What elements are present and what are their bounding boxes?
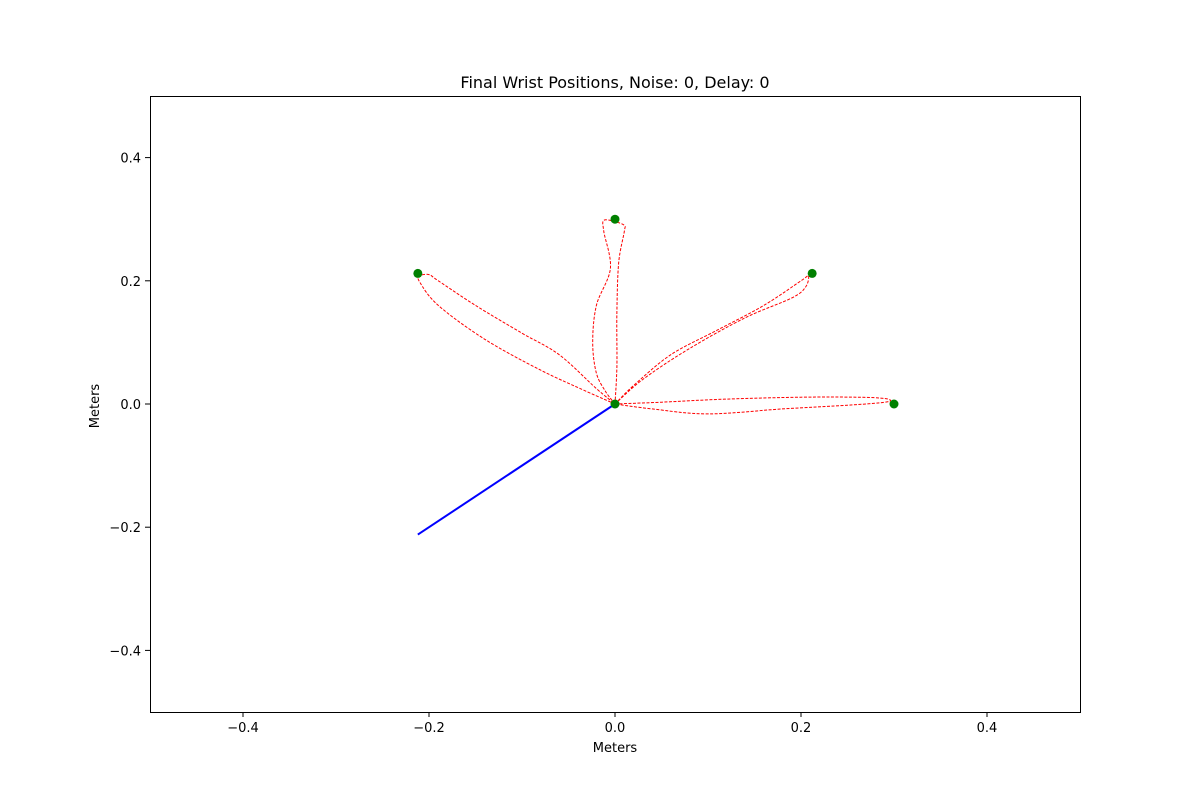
plot-area	[413, 214, 899, 536]
x-axis-label: Meters	[593, 741, 638, 756]
x-tick-label: 0.2	[791, 721, 812, 736]
wrist-trajectory	[592, 219, 626, 405]
y-tick-label: 0.0	[120, 398, 141, 413]
x-tick-label: −0.2	[413, 721, 445, 736]
x-tick-label: 0.0	[605, 721, 626, 736]
wrist-trajectory	[614, 275, 810, 405]
target-point	[610, 399, 620, 409]
target-point	[413, 268, 423, 278]
y-tick-label: 0.4	[120, 152, 141, 167]
x-tick-label: 0.4	[977, 721, 998, 736]
y-tick-label: −0.4	[109, 644, 141, 659]
chart-title: Final Wrist Positions, Noise: 0, Delay: …	[460, 73, 769, 92]
y-axis-label: Meters	[88, 384, 103, 429]
wrist-trajectory	[417, 273, 616, 405]
x-tick-label: −0.4	[227, 721, 259, 736]
arm-segment	[417, 403, 616, 536]
target-point	[610, 214, 620, 224]
target-point	[889, 399, 899, 409]
target-point	[807, 268, 817, 278]
wrist-trajectory	[614, 396, 892, 415]
y-tick-label: −0.2	[109, 521, 141, 536]
y-tick-label: 0.2	[120, 275, 141, 290]
